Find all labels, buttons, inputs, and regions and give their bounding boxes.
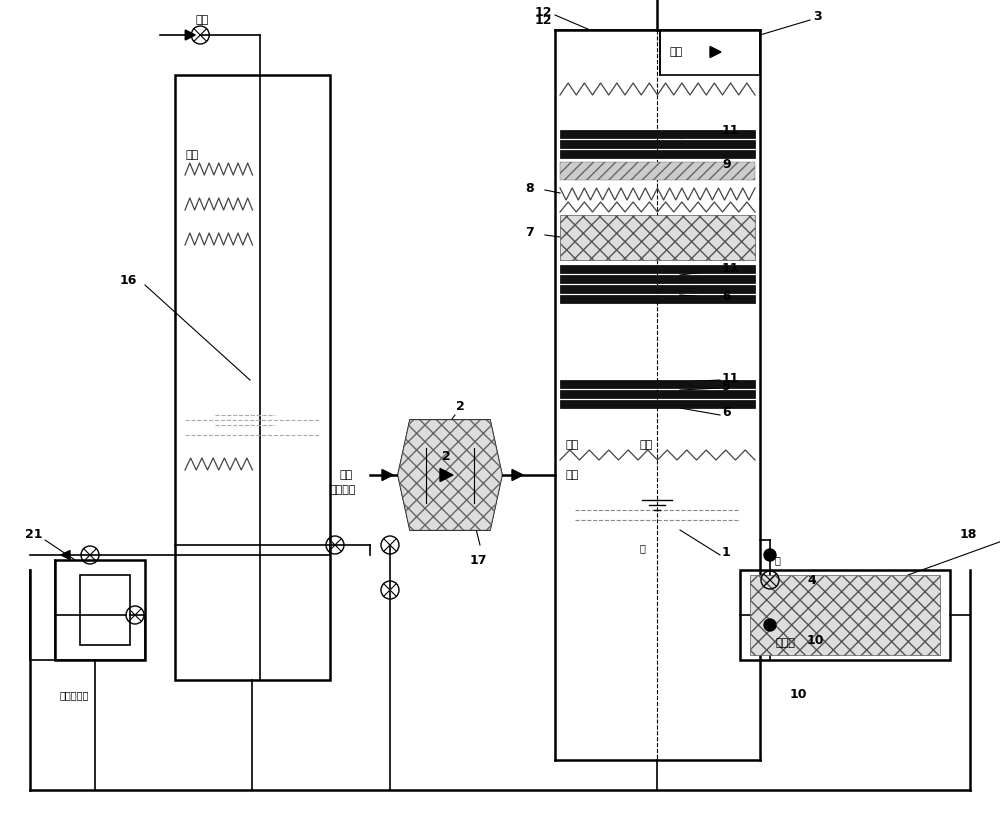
- Text: 烟气: 烟气: [670, 47, 683, 57]
- Text: 12: 12: [535, 13, 552, 26]
- Text: 2: 2: [442, 450, 451, 464]
- Bar: [660, 30, 760, 75]
- Polygon shape: [398, 420, 502, 530]
- Polygon shape: [710, 47, 721, 57]
- Text: 硫酸亚铁体: 硫酸亚铁体: [60, 690, 89, 700]
- Circle shape: [764, 619, 776, 631]
- Text: 6: 6: [722, 406, 731, 419]
- Bar: [80, 575, 130, 645]
- Text: 填料: 填料: [185, 150, 198, 160]
- Text: 烟气: 烟气: [340, 470, 353, 480]
- Bar: [560, 275, 755, 283]
- Polygon shape: [440, 468, 453, 482]
- Text: 氨水: 氨水: [640, 440, 653, 450]
- Polygon shape: [512, 469, 523, 481]
- Text: 1: 1: [722, 545, 731, 559]
- Bar: [560, 400, 755, 408]
- Text: 9: 9: [722, 157, 731, 170]
- Bar: [560, 285, 755, 293]
- Bar: [750, 575, 940, 655]
- Bar: [560, 130, 755, 138]
- Bar: [560, 215, 755, 260]
- Polygon shape: [61, 550, 70, 559]
- Text: 12: 12: [535, 7, 552, 20]
- Text: 10: 10: [790, 689, 808, 702]
- Text: 补充氨水: 补充氨水: [330, 485, 356, 495]
- Text: 4: 4: [807, 573, 816, 586]
- Text: 10: 10: [807, 634, 824, 646]
- Text: 络合剂: 络合剂: [775, 638, 795, 648]
- Text: 烟气: 烟气: [565, 470, 578, 480]
- Bar: [560, 380, 755, 388]
- Text: 8: 8: [525, 182, 534, 194]
- Polygon shape: [382, 469, 393, 481]
- Circle shape: [764, 549, 776, 561]
- Bar: [560, 265, 755, 273]
- Polygon shape: [398, 420, 502, 530]
- Text: 5: 5: [722, 379, 731, 392]
- Bar: [560, 140, 755, 148]
- Text: 6: 6: [722, 289, 731, 302]
- Text: 3: 3: [813, 11, 822, 24]
- Text: 7: 7: [525, 227, 534, 239]
- Text: 21: 21: [25, 528, 42, 541]
- Text: 11: 11: [722, 124, 740, 137]
- Text: 16: 16: [120, 274, 137, 287]
- Bar: [560, 162, 755, 180]
- Bar: [560, 390, 755, 398]
- Bar: [560, 295, 755, 303]
- Text: 17: 17: [470, 554, 488, 567]
- Text: 蒸气: 蒸气: [195, 15, 208, 25]
- Bar: [560, 150, 755, 158]
- Text: 11: 11: [722, 372, 740, 384]
- Text: 絮: 絮: [640, 543, 646, 553]
- Text: 絮: 絮: [775, 555, 781, 565]
- Bar: [55, 560, 145, 660]
- Bar: [740, 570, 950, 660]
- Text: 18: 18: [960, 528, 977, 541]
- Text: 11: 11: [722, 261, 740, 274]
- Bar: [175, 75, 330, 680]
- Polygon shape: [185, 30, 195, 40]
- Text: 氨水: 氨水: [565, 440, 578, 450]
- Text: 2: 2: [456, 400, 465, 414]
